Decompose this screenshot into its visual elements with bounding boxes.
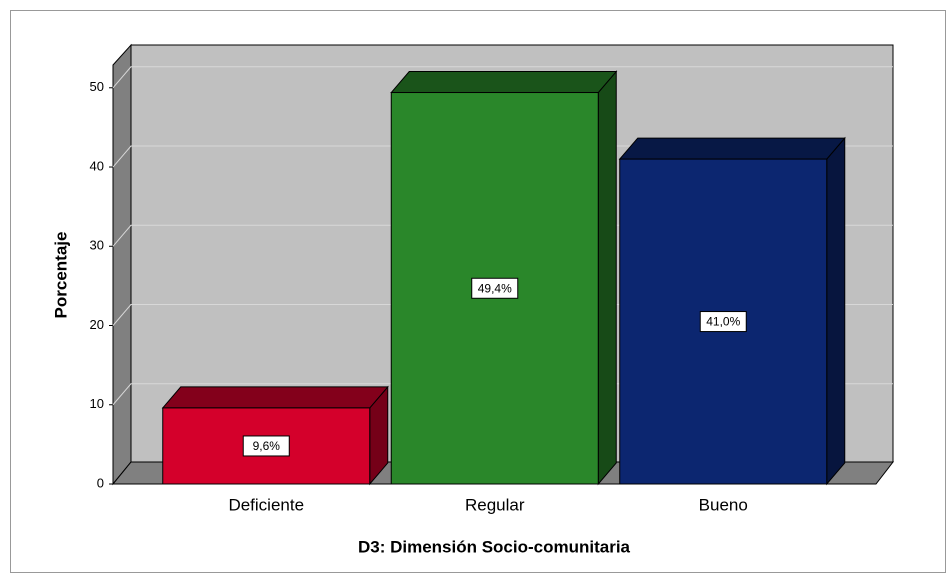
bar-top [618,137,846,160]
x-axis-title: D3: Dimensión Socio-comunitaria [358,537,631,556]
bar-side [826,136,846,486]
y-axis-title: Porcentaje [51,232,70,319]
value-label: 9,6% [253,439,281,453]
grid-line [112,66,893,89]
value-label-box [242,435,290,457]
x-tick-label: Bueno [699,495,748,514]
bar-side [597,70,617,486]
y-tick-label: 30 [90,238,104,253]
x-tick-label: Regular [465,495,525,514]
value-label-box [471,277,519,299]
value-label: 49,4% [478,281,512,295]
y-tick-label: 0 [97,475,104,490]
bar-top [390,71,618,94]
bar-top [161,386,389,409]
x-tick-label: Deficiente [228,495,304,514]
left-wall [112,43,132,486]
value-label-box [699,311,747,333]
y-tick-label: 50 [90,79,104,94]
y-tick-label: 40 [90,158,104,173]
y-tick-label: 10 [90,396,104,411]
y-tick-label: 20 [90,317,104,332]
value-label: 41,0% [706,315,740,329]
